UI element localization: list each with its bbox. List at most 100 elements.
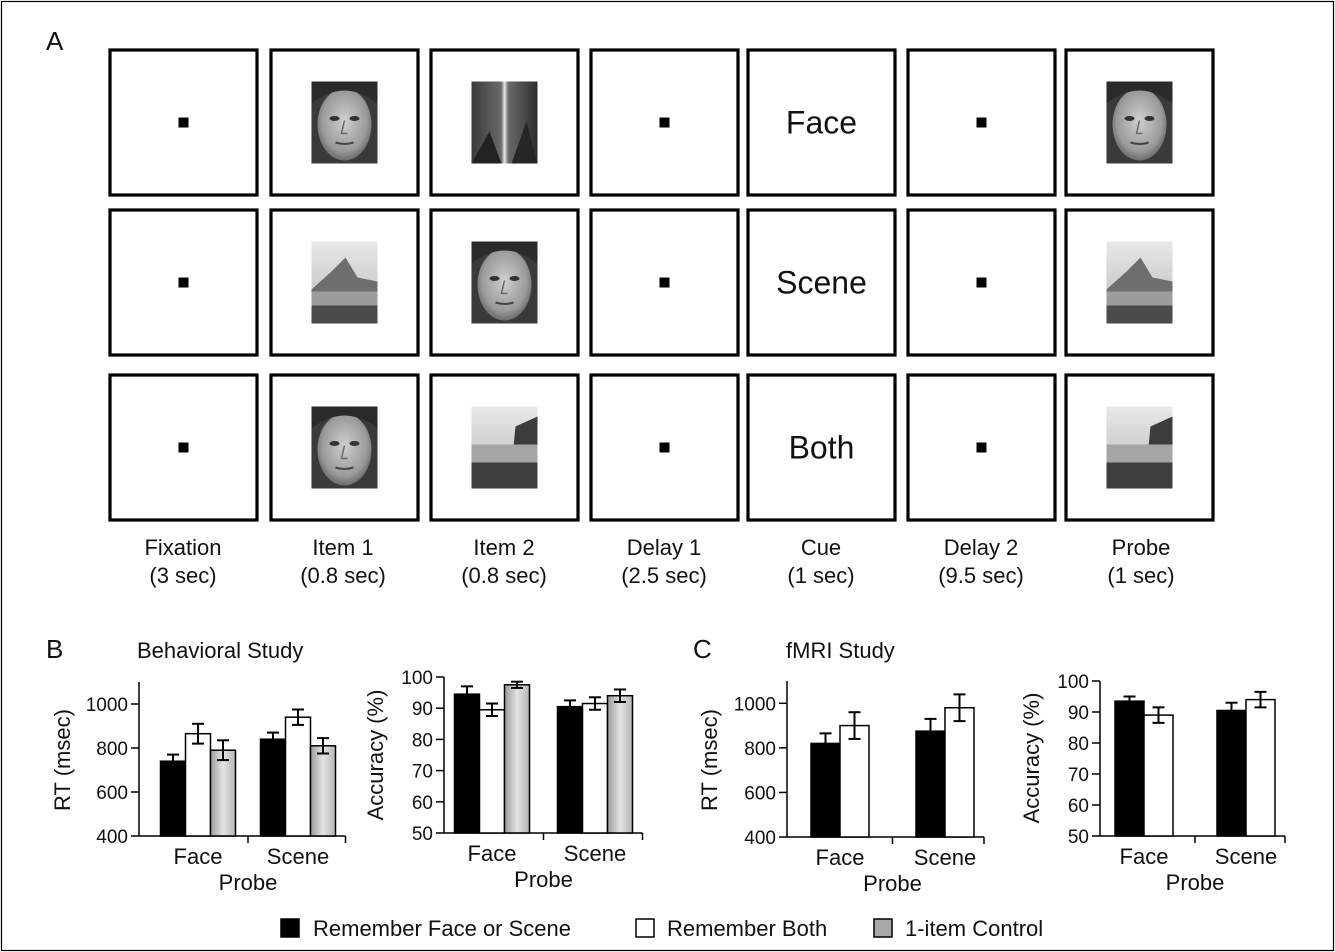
y-axis-label: RT (msec) [50, 709, 75, 811]
y-axis-label: Accuracy (%) [363, 690, 388, 821]
y-tick-label: 80 [412, 730, 433, 751]
scene-stimulus-image [311, 241, 378, 324]
bar-remember-both [478, 709, 506, 834]
trial-frame [108, 48, 259, 197]
legend: Remember Face or Scene Remember Both 1-i… [280, 916, 1043, 941]
y-axis-label: Accuracy (%) [1019, 693, 1044, 824]
error-bar [848, 711, 861, 740]
legend-swatch-remember-one [280, 918, 300, 938]
error-bar [317, 737, 329, 755]
y-tick-label: 90 [1068, 703, 1089, 724]
error-bar [267, 731, 279, 747]
scene-stimulus-image [471, 406, 538, 489]
y-tick-label: 50 [1068, 827, 1089, 848]
trial-frame [906, 208, 1057, 357]
y-tick-label: 50 [412, 824, 433, 845]
panel-label-c: C [693, 634, 712, 664]
error-bar [589, 696, 601, 711]
y-tick-label: 400 [744, 828, 776, 849]
phase-name: Delay 2 [944, 535, 1019, 560]
phase-name: Cue [801, 535, 841, 560]
y-tick-label: 1000 [734, 694, 776, 715]
bar-remember-both [1245, 698, 1276, 837]
fixation-dot [976, 117, 987, 128]
error-bar [486, 702, 498, 717]
y-tick-label: 800 [744, 739, 776, 760]
trial-frame [269, 373, 420, 522]
frame-border [746, 48, 897, 197]
error-bar [924, 717, 937, 745]
bar-one-item-control [606, 694, 634, 834]
fixation-dot [178, 277, 189, 288]
fixation-dot [659, 442, 670, 453]
phase-duration: (3 sec) [149, 563, 216, 588]
trial-frame [269, 48, 420, 197]
phase-duration: (9.5 sec) [938, 563, 1024, 588]
error-bar [1254, 690, 1267, 709]
bar-remember-face-or-scene [556, 705, 584, 834]
x-axis-label: Probe [1166, 870, 1225, 895]
legend-label: 1-item Control [905, 916, 1043, 941]
category-label: Scene [914, 845, 976, 870]
category-label: Face [174, 844, 223, 869]
bar-remember-both [839, 724, 870, 838]
panel-label-a: A [46, 26, 64, 56]
face-stimulus-image [471, 241, 538, 324]
face-stimulus-image [311, 81, 378, 164]
legend-label: Remember Both [667, 916, 827, 941]
bar-one-item-control [209, 749, 237, 837]
phase-duration: (1 sec) [1107, 563, 1174, 588]
phase-name: Probe [1112, 535, 1171, 560]
phase-name: Item 2 [473, 535, 534, 560]
legend-swatch-control [873, 918, 893, 938]
y-tick-label: 1000 [86, 695, 128, 716]
category-label: Face [1120, 844, 1169, 869]
bar-remember-both [284, 716, 312, 837]
legend-swatch-remember-both [635, 918, 655, 938]
bar-remember-face-or-scene [1114, 700, 1145, 837]
category-label: Scene [267, 844, 329, 869]
bar-remember-both [944, 706, 975, 838]
trial-frame: Face [746, 48, 897, 197]
x-axis-label: Probe [514, 867, 573, 892]
fixation-dot [178, 117, 189, 128]
error-bar [819, 732, 832, 755]
fixation-dot [976, 277, 987, 288]
bar-one-item-control [503, 684, 531, 834]
y-tick-label: 600 [744, 783, 776, 804]
fmri-study-title: fMRI Study [786, 638, 895, 663]
scene-stimulus-image [1106, 241, 1173, 324]
trial-frame [429, 373, 580, 522]
phase-name: Fixation [144, 535, 221, 560]
cue-word: Scene [776, 265, 867, 301]
frame-border [108, 48, 259, 197]
phase-name: Item 1 [312, 535, 373, 560]
fixation-dot [659, 117, 670, 128]
bar-remember-both [1143, 714, 1174, 837]
bar-remember-face-or-scene [1216, 709, 1247, 837]
bar-remember-face-or-scene [915, 730, 946, 838]
bar-remember-face-or-scene [259, 738, 287, 837]
trial-frame [1064, 48, 1215, 197]
fixation-dot [178, 442, 189, 453]
face-stimulus-image [1106, 81, 1173, 164]
behavioral-study-title: Behavioral Study [137, 638, 303, 663]
trial-frame [589, 208, 740, 357]
trial-frame [906, 373, 1057, 522]
trial-frame [589, 48, 740, 197]
y-axis-label: RT (msec) [697, 709, 722, 811]
bar-one-item-control [309, 745, 337, 837]
fixation-dot [976, 442, 987, 453]
y-tick-label: 600 [96, 783, 128, 804]
category-label: Scene [1215, 844, 1277, 869]
phase-name: Delay 1 [627, 535, 702, 560]
trial-frame: Both [746, 373, 897, 522]
trial-frame [589, 373, 740, 522]
trial-phase-labels: Fixation (3 sec) Item 1 (0.8 sec) Item 2… [144, 535, 1174, 588]
y-tick-label: 60 [1068, 796, 1089, 817]
trial-frame [429, 208, 580, 357]
